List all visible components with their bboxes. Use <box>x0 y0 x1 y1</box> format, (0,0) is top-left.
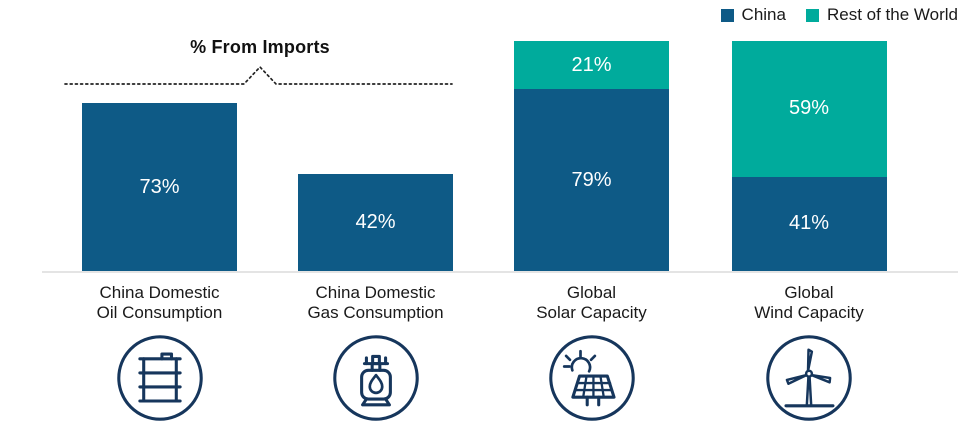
bar-segment-china: 41% <box>731 176 887 271</box>
solar-panel-icon <box>548 335 635 421</box>
oil-barrel-icon <box>116 335 203 421</box>
bar-segment-china: 79% <box>514 89 669 271</box>
bar-value-label: 42% <box>355 211 396 234</box>
bar-value-label: 59% <box>788 97 830 120</box>
bar-segment-rest-of-the-world: 21% <box>514 41 669 90</box>
legend-swatch <box>805 8 819 22</box>
category-label-line: Gas Consumption <box>307 303 444 322</box>
category-label: Global Solar Capacity <box>484 283 700 323</box>
category-label-line: Global <box>784 283 834 302</box>
category-label-line: China Domestic <box>315 283 436 302</box>
gas-tank-icon-wrap <box>330 332 422 424</box>
category-label-line: Global <box>566 283 617 302</box>
wind-turbine-icon <box>766 335 852 421</box>
bar-segment-rest-of-the-world: 59% <box>731 41 887 177</box>
legend-swatch <box>720 8 734 22</box>
wind-turbine-icon-wrap <box>763 332 855 424</box>
category-label: Global Wind Capacity <box>701 283 917 323</box>
bar-segment-china: 73% <box>82 103 237 271</box>
solar-panel-icon-wrap <box>546 332 638 424</box>
bar-value-label: 79% <box>571 168 612 191</box>
category-label: China Domestic Oil Consumption <box>52 283 268 323</box>
category-label-line: Solar Capacity <box>536 303 647 322</box>
legend-label: China <box>741 5 786 24</box>
bar-value-label: 21% <box>571 53 612 76</box>
legend-item-rest-of-the-world: Rest of the World <box>805 5 958 25</box>
legend: China Rest of the World <box>720 5 958 25</box>
bar-value-label: 41% <box>788 212 830 235</box>
bar-segment-china: 42% <box>298 174 453 271</box>
imports-annotation-label: % From Imports <box>190 37 330 57</box>
category-label: China Domestic Gas Consumption <box>268 283 484 323</box>
oil-barrel-icon-wrap <box>114 332 206 424</box>
x-axis-baseline <box>42 271 958 273</box>
legend-label: Rest of the World <box>826 5 958 24</box>
category-label-line: China Domestic <box>99 283 220 302</box>
category-label-line: Wind Capacity <box>754 303 864 322</box>
bar-value-label: 73% <box>139 175 180 198</box>
imports-bracket-dotted-line <box>64 65 453 85</box>
legend-item-china: China <box>720 5 786 25</box>
gas-tank-icon <box>332 335 419 421</box>
category-label-line: Oil Consumption <box>96 303 223 322</box>
